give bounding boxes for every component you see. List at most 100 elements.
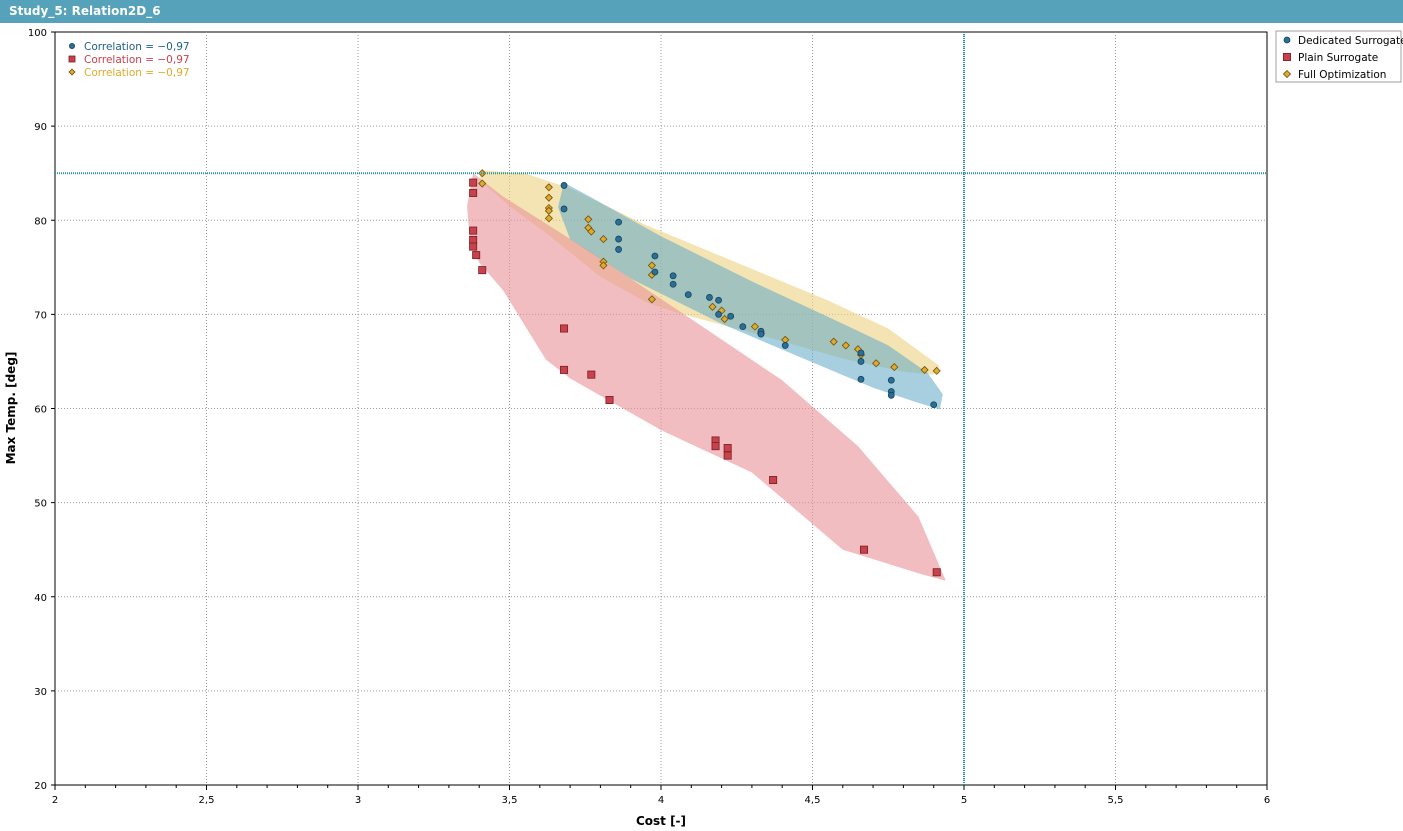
y-axis-title: Max Temp. [deg] <box>4 352 18 465</box>
full-optimization-point <box>647 295 656 304</box>
legend-marker-full-optimization <box>1282 69 1292 79</box>
plain-surrogate-point <box>469 178 478 187</box>
full-optimization-point <box>599 261 608 270</box>
full-optimization-point <box>932 366 941 375</box>
plain-surrogate-point <box>560 365 569 374</box>
y-tick-label: 90 <box>34 122 47 133</box>
full-optimization-point <box>708 302 717 311</box>
dedicated-surrogate-point <box>669 280 677 288</box>
dedicated-surrogate-point <box>739 323 747 331</box>
window-title: Study_5: Relation2D_6 <box>9 4 161 18</box>
plain-surrogate-point <box>769 476 778 485</box>
dedicated-surrogate-point <box>857 358 865 365</box>
confidence-bands <box>467 170 946 581</box>
x-tick-label: 4,5 <box>805 795 821 806</box>
y-tick-label: 80 <box>34 216 47 227</box>
plain-surrogate-point <box>932 568 941 577</box>
plain-surrogate-point <box>723 444 732 453</box>
plain-surrogate-point <box>469 236 478 245</box>
dedicated-surrogate-point <box>781 342 789 349</box>
dedicated-surrogate-point <box>615 235 622 243</box>
y-tick-label: 60 <box>34 405 47 416</box>
plain-surrogate-point <box>860 545 869 554</box>
band-dedicated-surrogate <box>558 182 943 410</box>
legend-marker-plain-surrogate <box>1283 53 1292 62</box>
x-axis-ticks: 2 2,5 3 3,5 4 4,5 5 5,5 6 <box>52 785 1270 806</box>
full-optimization-point <box>647 261 656 270</box>
dedicated-surrogate-point <box>615 218 622 226</box>
y-tick-label: 20 <box>34 781 47 792</box>
legend[interactable]: Dedicated Surrogate Plain Surrogate Full… <box>1275 30 1403 83</box>
full-optimization-point <box>478 169 487 178</box>
correlation-full-text: Correlation = −0,97 <box>84 67 190 79</box>
dedicated-surrogate-point <box>615 246 622 253</box>
y-tick-label: 30 <box>34 687 47 698</box>
dedicated-surrogate-point <box>706 294 713 301</box>
plain-surrogate-point <box>711 442 720 451</box>
x-tick-label: 6 <box>1264 795 1270 806</box>
dedicated-surrogate-point <box>887 376 895 384</box>
full-optimization-point <box>872 359 881 368</box>
full-optimization-point <box>720 315 729 324</box>
dedicated-surrogate-point <box>560 205 568 213</box>
y-tick-label: 50 <box>34 499 47 510</box>
full-optimization-point <box>920 365 929 374</box>
correlation-annotations: Correlation = −0,97 Correlation = −0,97 … <box>68 41 190 79</box>
full-optimization-point <box>890 363 899 372</box>
dedicated-surrogate-point <box>857 375 865 383</box>
x-tick-label: 5 <box>961 795 967 806</box>
x-tick-label: 3 <box>355 795 361 806</box>
full-optimization-point <box>478 179 487 188</box>
plain-surrogate-point <box>469 188 478 197</box>
correlation-plain-text: Correlation = −0,97 <box>84 54 190 66</box>
plain-surrogate-point <box>587 370 596 379</box>
x-tick-label: 2,5 <box>199 795 215 806</box>
dedicated-surrogate-point <box>715 296 722 304</box>
full-optimization-point <box>841 341 850 350</box>
correlation-marker <box>68 55 76 63</box>
legend-marker-dedicated-surrogate <box>1283 36 1291 44</box>
dedicated-surrogate-point <box>857 349 865 357</box>
dedicated-surrogate-point <box>651 252 659 260</box>
full-optimization-point <box>750 322 759 331</box>
full-optimization-point <box>544 214 553 223</box>
dedicated-surrogate-point <box>669 272 677 280</box>
legend-entry-full-optimization[interactable]: Full Optimization <box>1298 69 1386 81</box>
dedicated-surrogate-point <box>757 330 765 338</box>
window-titlebar: Study_5: Relation2D_6 <box>0 0 1403 23</box>
x-tick-label: 4 <box>658 795 664 806</box>
band-plain-surrogate <box>467 173 946 581</box>
y-tick-label: 70 <box>34 310 47 321</box>
legend-entry-dedicated-surrogate[interactable]: Dedicated Surrogate <box>1298 35 1403 47</box>
dedicated-surrogate-point <box>684 291 692 299</box>
plain-surrogate-point <box>723 451 732 460</box>
x-tick-label: 2 <box>52 795 58 806</box>
plain-surrogate-point <box>469 242 478 251</box>
data-points <box>469 169 941 577</box>
legend-markers <box>1282 36 1292 79</box>
dedicated-surrogate-point <box>560 182 568 189</box>
dedicated-surrogate-point <box>715 310 722 318</box>
full-optimization-point <box>584 215 593 224</box>
correlation-dedicated-text: Correlation = −0,97 <box>84 41 190 53</box>
x-tick-label: 5,5 <box>1108 795 1124 806</box>
full-optimization-point <box>587 227 596 236</box>
full-optimization-point <box>544 193 553 202</box>
dedicated-surrogate-point <box>887 391 895 399</box>
legend-entry-plain-surrogate[interactable]: Plain Surrogate <box>1298 52 1378 64</box>
reference-lines[interactable] <box>55 32 1267 785</box>
full-optimization-point <box>829 337 838 346</box>
full-optimization-point <box>544 183 553 192</box>
full-optimization-point <box>599 235 608 244</box>
x-tick-label: 3,5 <box>502 795 518 806</box>
y-axis-ticks: 20 30 40 50 60 70 80 90 100 <box>28 28 55 792</box>
dedicated-surrogate-point <box>651 268 659 276</box>
plain-surrogate-point <box>478 266 487 275</box>
dedicated-surrogate-point <box>727 312 735 320</box>
legend-box <box>1275 30 1402 83</box>
plain-surrogate-point <box>560 324 569 333</box>
correlation-marker <box>68 68 76 76</box>
plain-surrogate-point <box>469 226 478 235</box>
x-axis-title: Cost [-] <box>636 814 686 828</box>
